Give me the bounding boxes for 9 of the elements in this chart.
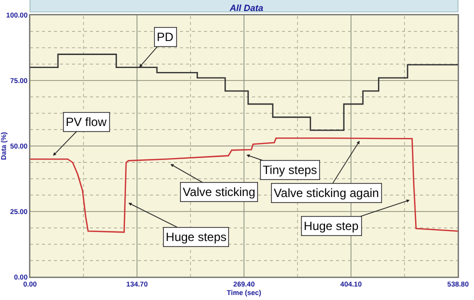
annotation: Huge steps [166,230,227,244]
annotation: Valve sticking [182,184,256,199]
annotation: Tiny steps [262,162,318,177]
annotation: PV flow [66,114,107,129]
annotation: PD [156,30,174,44]
annotation: Huge step [304,218,359,233]
annotation: Valve sticking again [274,186,379,200]
line-series [30,137,458,233]
chart-title: All Data [228,2,264,13]
